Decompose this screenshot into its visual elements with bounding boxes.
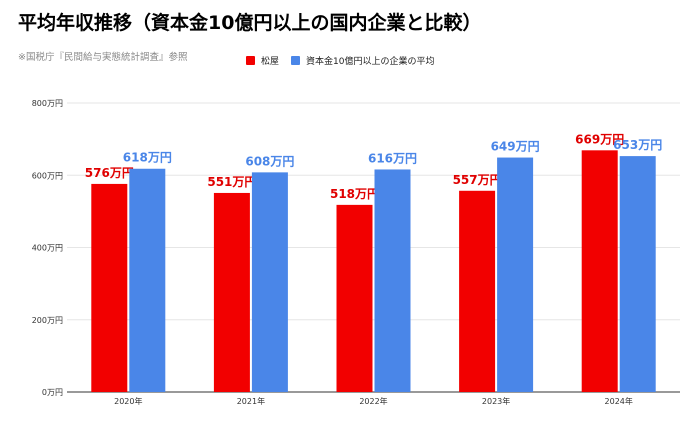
bar-series1	[581, 150, 618, 392]
bar-series1	[459, 190, 496, 392]
bar-series1	[213, 192, 250, 392]
x-tick-label: 2023年	[482, 396, 510, 406]
data-label-series1: 576万円	[85, 166, 134, 180]
y-tick-label: 0万円	[42, 388, 63, 397]
legend-label-series1: 松屋	[261, 57, 280, 67]
data-label-series2: 616万円	[368, 151, 417, 165]
y-tick-label: 400万円	[32, 244, 63, 253]
legend-item-series2: 資本金10億円以上の企業の平均	[291, 54, 434, 67]
x-tick-label: 2022年	[359, 396, 387, 406]
legend-swatch-series1	[246, 56, 255, 65]
y-tick-label: 200万円	[32, 316, 63, 325]
data-label-series1: 557万円	[453, 173, 502, 187]
bar-series1	[91, 183, 128, 392]
legend: 松屋 資本金10億円以上の企業の平均	[246, 54, 446, 67]
data-label-series2: 649万円	[491, 140, 540, 154]
data-label-series1: 518万円	[330, 187, 379, 201]
data-label-series2: 618万円	[123, 151, 172, 165]
data-label-series1: 669万円	[575, 132, 624, 146]
x-tick-label: 2020年	[114, 396, 142, 406]
bar-series2	[129, 168, 166, 392]
x-tick-label: 2021年	[237, 396, 265, 406]
y-tick-label: 600万円	[32, 171, 63, 180]
data-label-series2: 608万円	[245, 154, 294, 168]
bar-series2	[619, 156, 656, 392]
bar-series2	[374, 169, 411, 392]
chart-title: 平均年収推移（資本金10億円以上の国内企業と比較）	[18, 12, 482, 34]
x-tick-label: 2024年	[605, 396, 633, 406]
legend-item-series1: 松屋	[246, 54, 279, 67]
bar-series2	[251, 172, 288, 392]
data-label-series2: 653万円	[613, 138, 662, 152]
legend-label-series2: 資本金10億円以上の企業の平均	[306, 57, 435, 67]
source-note: ※国税庁『民間給与実態統計調査』参照	[18, 52, 188, 63]
bar-series2	[497, 157, 534, 392]
legend-swatch-series2	[291, 56, 301, 65]
y-tick-label: 800万円	[32, 99, 63, 108]
data-label-series1: 551万円	[207, 175, 256, 189]
bar-series1	[336, 204, 373, 392]
